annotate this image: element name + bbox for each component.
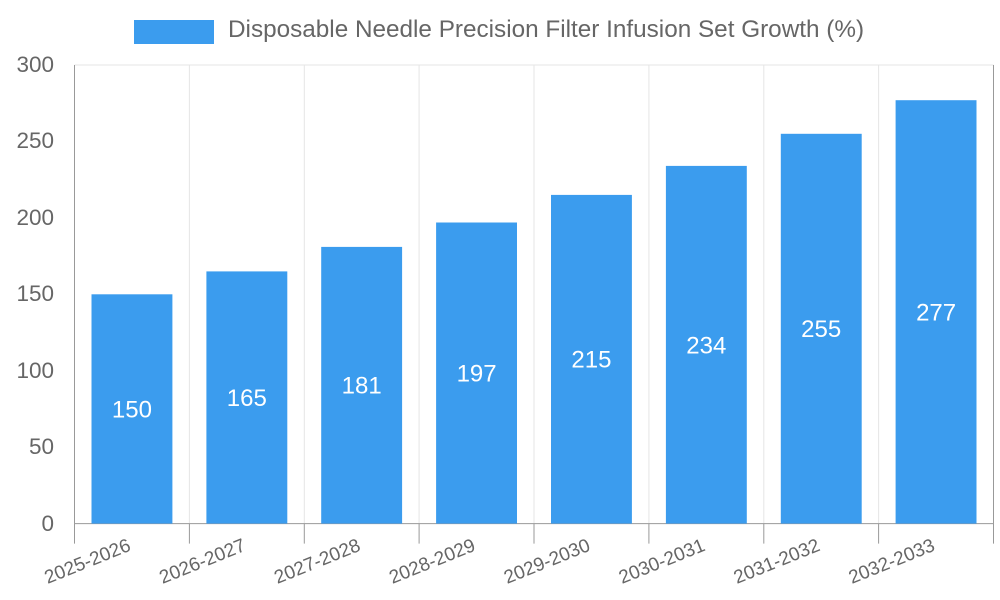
svg-text:Disposable Needle Precision Fi: Disposable Needle Precision Filter Infus…: [228, 16, 864, 43]
svg-text:50: 50: [29, 434, 54, 459]
svg-text:150: 150: [16, 281, 54, 306]
svg-text:2028-2029: 2028-2029: [386, 535, 478, 589]
svg-text:200: 200: [16, 205, 54, 230]
svg-text:255: 255: [801, 316, 841, 343]
svg-text:250: 250: [16, 128, 54, 153]
svg-text:2032-2033: 2032-2033: [846, 535, 938, 589]
svg-text:215: 215: [571, 347, 611, 374]
svg-text:150: 150: [112, 397, 152, 424]
svg-text:2026-2027: 2026-2027: [157, 535, 249, 589]
svg-text:2030-2031: 2030-2031: [616, 535, 708, 589]
svg-text:2031-2032: 2031-2032: [731, 535, 823, 589]
svg-text:277: 277: [916, 299, 956, 326]
svg-text:2027-2028: 2027-2028: [271, 535, 363, 589]
svg-text:2025-2026: 2025-2026: [42, 535, 134, 589]
svg-text:165: 165: [227, 385, 267, 412]
svg-text:234: 234: [686, 332, 726, 359]
svg-text:2029-2030: 2029-2030: [501, 535, 593, 589]
svg-text:181: 181: [342, 373, 382, 400]
svg-text:0: 0: [41, 511, 54, 536]
svg-text:100: 100: [16, 358, 54, 383]
svg-text:300: 300: [16, 52, 54, 77]
svg-text:197: 197: [457, 361, 497, 388]
